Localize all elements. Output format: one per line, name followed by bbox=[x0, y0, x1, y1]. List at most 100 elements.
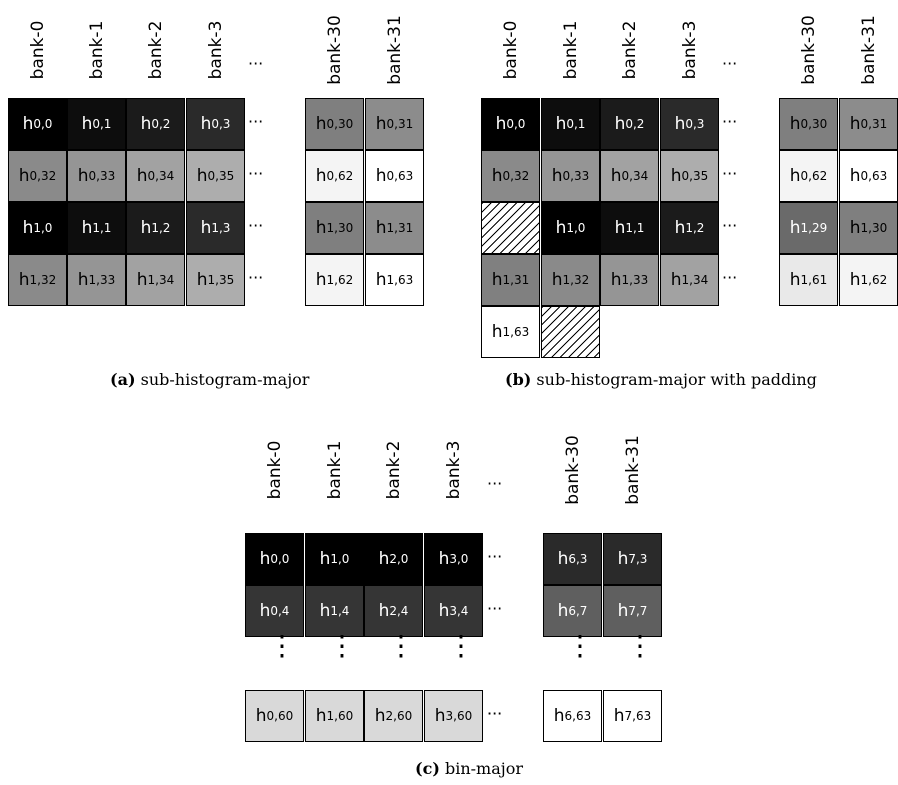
cell-symbol: h bbox=[849, 270, 861, 290]
cell-symbol: h bbox=[670, 166, 682, 186]
cell-symbol: h bbox=[378, 601, 390, 621]
histogram-cell: h 1,32 bbox=[541, 254, 600, 306]
row-ellipsis: ··· bbox=[722, 112, 738, 131]
cell-symbol: h bbox=[613, 706, 625, 726]
cell-symbol: h bbox=[259, 601, 271, 621]
histogram-cell: h 1,62 bbox=[305, 254, 364, 306]
bank-header: bank-1 bbox=[541, 0, 601, 100]
bank-header: bank-3 bbox=[186, 0, 246, 100]
histogram-cell: h 0,35 bbox=[660, 150, 719, 202]
bank-header-label: bank-3 bbox=[206, 20, 226, 80]
cell-symbol: h bbox=[789, 114, 801, 134]
row-ellipsis-vertical: ⋮ bbox=[387, 629, 415, 662]
bank-header-label: bank-31 bbox=[623, 435, 643, 505]
histogram-cell: h 1,62 bbox=[839, 254, 898, 306]
cell-symbol: h bbox=[140, 218, 152, 238]
cell-symbol: h bbox=[319, 549, 331, 569]
histogram-cell: h 0,31 bbox=[839, 98, 898, 150]
histogram-cell: h 1,2 bbox=[126, 202, 185, 254]
histogram-cell: h 0,62 bbox=[779, 150, 838, 202]
histogram-cell: h 1,3 bbox=[186, 202, 245, 254]
cell-symbol: h bbox=[22, 114, 34, 134]
caption-tag: (a) bbox=[110, 370, 136, 389]
histogram-cell: h 1,34 bbox=[660, 254, 719, 306]
histogram-cell: h 0,62 bbox=[305, 150, 364, 202]
histogram-cell: h 3,60 bbox=[424, 690, 483, 742]
padding-cell bbox=[541, 306, 600, 358]
cell-symbol: h bbox=[378, 549, 390, 569]
bank-header: bank-31 bbox=[839, 0, 898, 100]
cell-symbol: h bbox=[610, 270, 622, 290]
histogram-cell: h 1,1 bbox=[67, 202, 126, 254]
row-ellipsis: ··· bbox=[722, 164, 738, 183]
bank-header-label: bank-31 bbox=[385, 15, 405, 85]
bank-header-label: bank-30 bbox=[563, 435, 583, 505]
cell-symbol: h bbox=[617, 601, 629, 621]
histogram-cell: h 1,33 bbox=[600, 254, 659, 306]
cell-symbol: h bbox=[136, 166, 148, 186]
histogram-cell: h 1,33 bbox=[67, 254, 126, 306]
histogram-cell: h 0,33 bbox=[541, 150, 600, 202]
bank-header: bank-30 bbox=[779, 0, 839, 100]
histogram-cell: h 0,31 bbox=[365, 98, 424, 150]
caption-text: sub-histogram-major with padding bbox=[536, 370, 817, 389]
cell-symbol: h bbox=[22, 218, 34, 238]
row-ellipsis: ··· bbox=[248, 112, 264, 131]
histogram-cell: h 0,30 bbox=[779, 98, 838, 150]
bank-header: bank-2 bbox=[364, 420, 424, 520]
cell-symbol: h bbox=[196, 270, 208, 290]
histogram-cell: h 2,0 bbox=[364, 533, 423, 585]
histogram-cell: h 1,0 bbox=[8, 202, 67, 254]
cell-symbol: h bbox=[77, 166, 89, 186]
histogram-cell: h 1,35 bbox=[186, 254, 245, 306]
bank-header-label: bank-2 bbox=[620, 20, 640, 80]
caption-text: sub-histogram-major bbox=[140, 370, 310, 389]
cell-symbol: h bbox=[81, 114, 93, 134]
cell-symbol: h bbox=[557, 601, 569, 621]
bank-header-label: bank-0 bbox=[501, 20, 521, 80]
histogram-cell: h 1,29 bbox=[779, 202, 838, 254]
histogram-cell: h 0,63 bbox=[365, 150, 424, 202]
row-ellipsis: ··· bbox=[487, 704, 503, 723]
histogram-cell: h 0,35 bbox=[186, 150, 245, 202]
histogram-cell: h 0,3 bbox=[186, 98, 245, 150]
bank-header-label: bank-31 bbox=[859, 15, 879, 85]
cell-symbol: h bbox=[77, 270, 89, 290]
histogram-cell: h 7,7 bbox=[603, 585, 662, 637]
histogram-cell: h 0,1 bbox=[67, 98, 126, 150]
cell-symbol: h bbox=[375, 114, 387, 134]
bank-header-label: bank-1 bbox=[87, 20, 107, 80]
row-ellipsis: ··· bbox=[248, 164, 264, 183]
histogram-cell: h 0,60 bbox=[245, 690, 304, 742]
bank-header: bank-0 bbox=[245, 420, 305, 520]
bank-header-label: bank-1 bbox=[561, 20, 581, 80]
bank-header-label: bank-30 bbox=[799, 15, 819, 85]
row-ellipsis-vertical: ⋮ bbox=[447, 629, 475, 662]
bank-header: bank-30 bbox=[543, 420, 603, 520]
bank-header-label: bank-0 bbox=[265, 440, 285, 500]
histogram-cell: h 1,60 bbox=[305, 690, 364, 742]
histogram-cell: h 3,4 bbox=[424, 585, 483, 637]
histogram-cell: h 6,63 bbox=[543, 690, 602, 742]
row-ellipsis-vertical: ⋮ bbox=[328, 629, 356, 662]
row-ellipsis: ··· bbox=[487, 599, 503, 618]
cell-symbol: h bbox=[315, 706, 327, 726]
histogram-cell: h 0,34 bbox=[600, 150, 659, 202]
histogram-cell: h 0,1 bbox=[541, 98, 600, 150]
cell-symbol: h bbox=[614, 218, 626, 238]
histogram-cell: h 1,30 bbox=[305, 202, 364, 254]
cell-symbol: h bbox=[491, 270, 503, 290]
cell-symbol: h bbox=[196, 166, 208, 186]
cell-symbol: h bbox=[81, 218, 93, 238]
bank-header: bank-1 bbox=[305, 420, 365, 520]
histogram-cell: h 7,3 bbox=[603, 533, 662, 585]
cell-symbol: h bbox=[438, 549, 450, 569]
bank-header-label: bank-30 bbox=[325, 15, 345, 85]
cell-symbol: h bbox=[551, 270, 563, 290]
cell-symbol: h bbox=[610, 166, 622, 186]
row-ellipsis: ··· bbox=[248, 268, 264, 287]
bank-header-label: bank-1 bbox=[325, 440, 345, 500]
cell-symbol: h bbox=[789, 270, 801, 290]
row-ellipsis-vertical: ⋮ bbox=[626, 629, 654, 662]
